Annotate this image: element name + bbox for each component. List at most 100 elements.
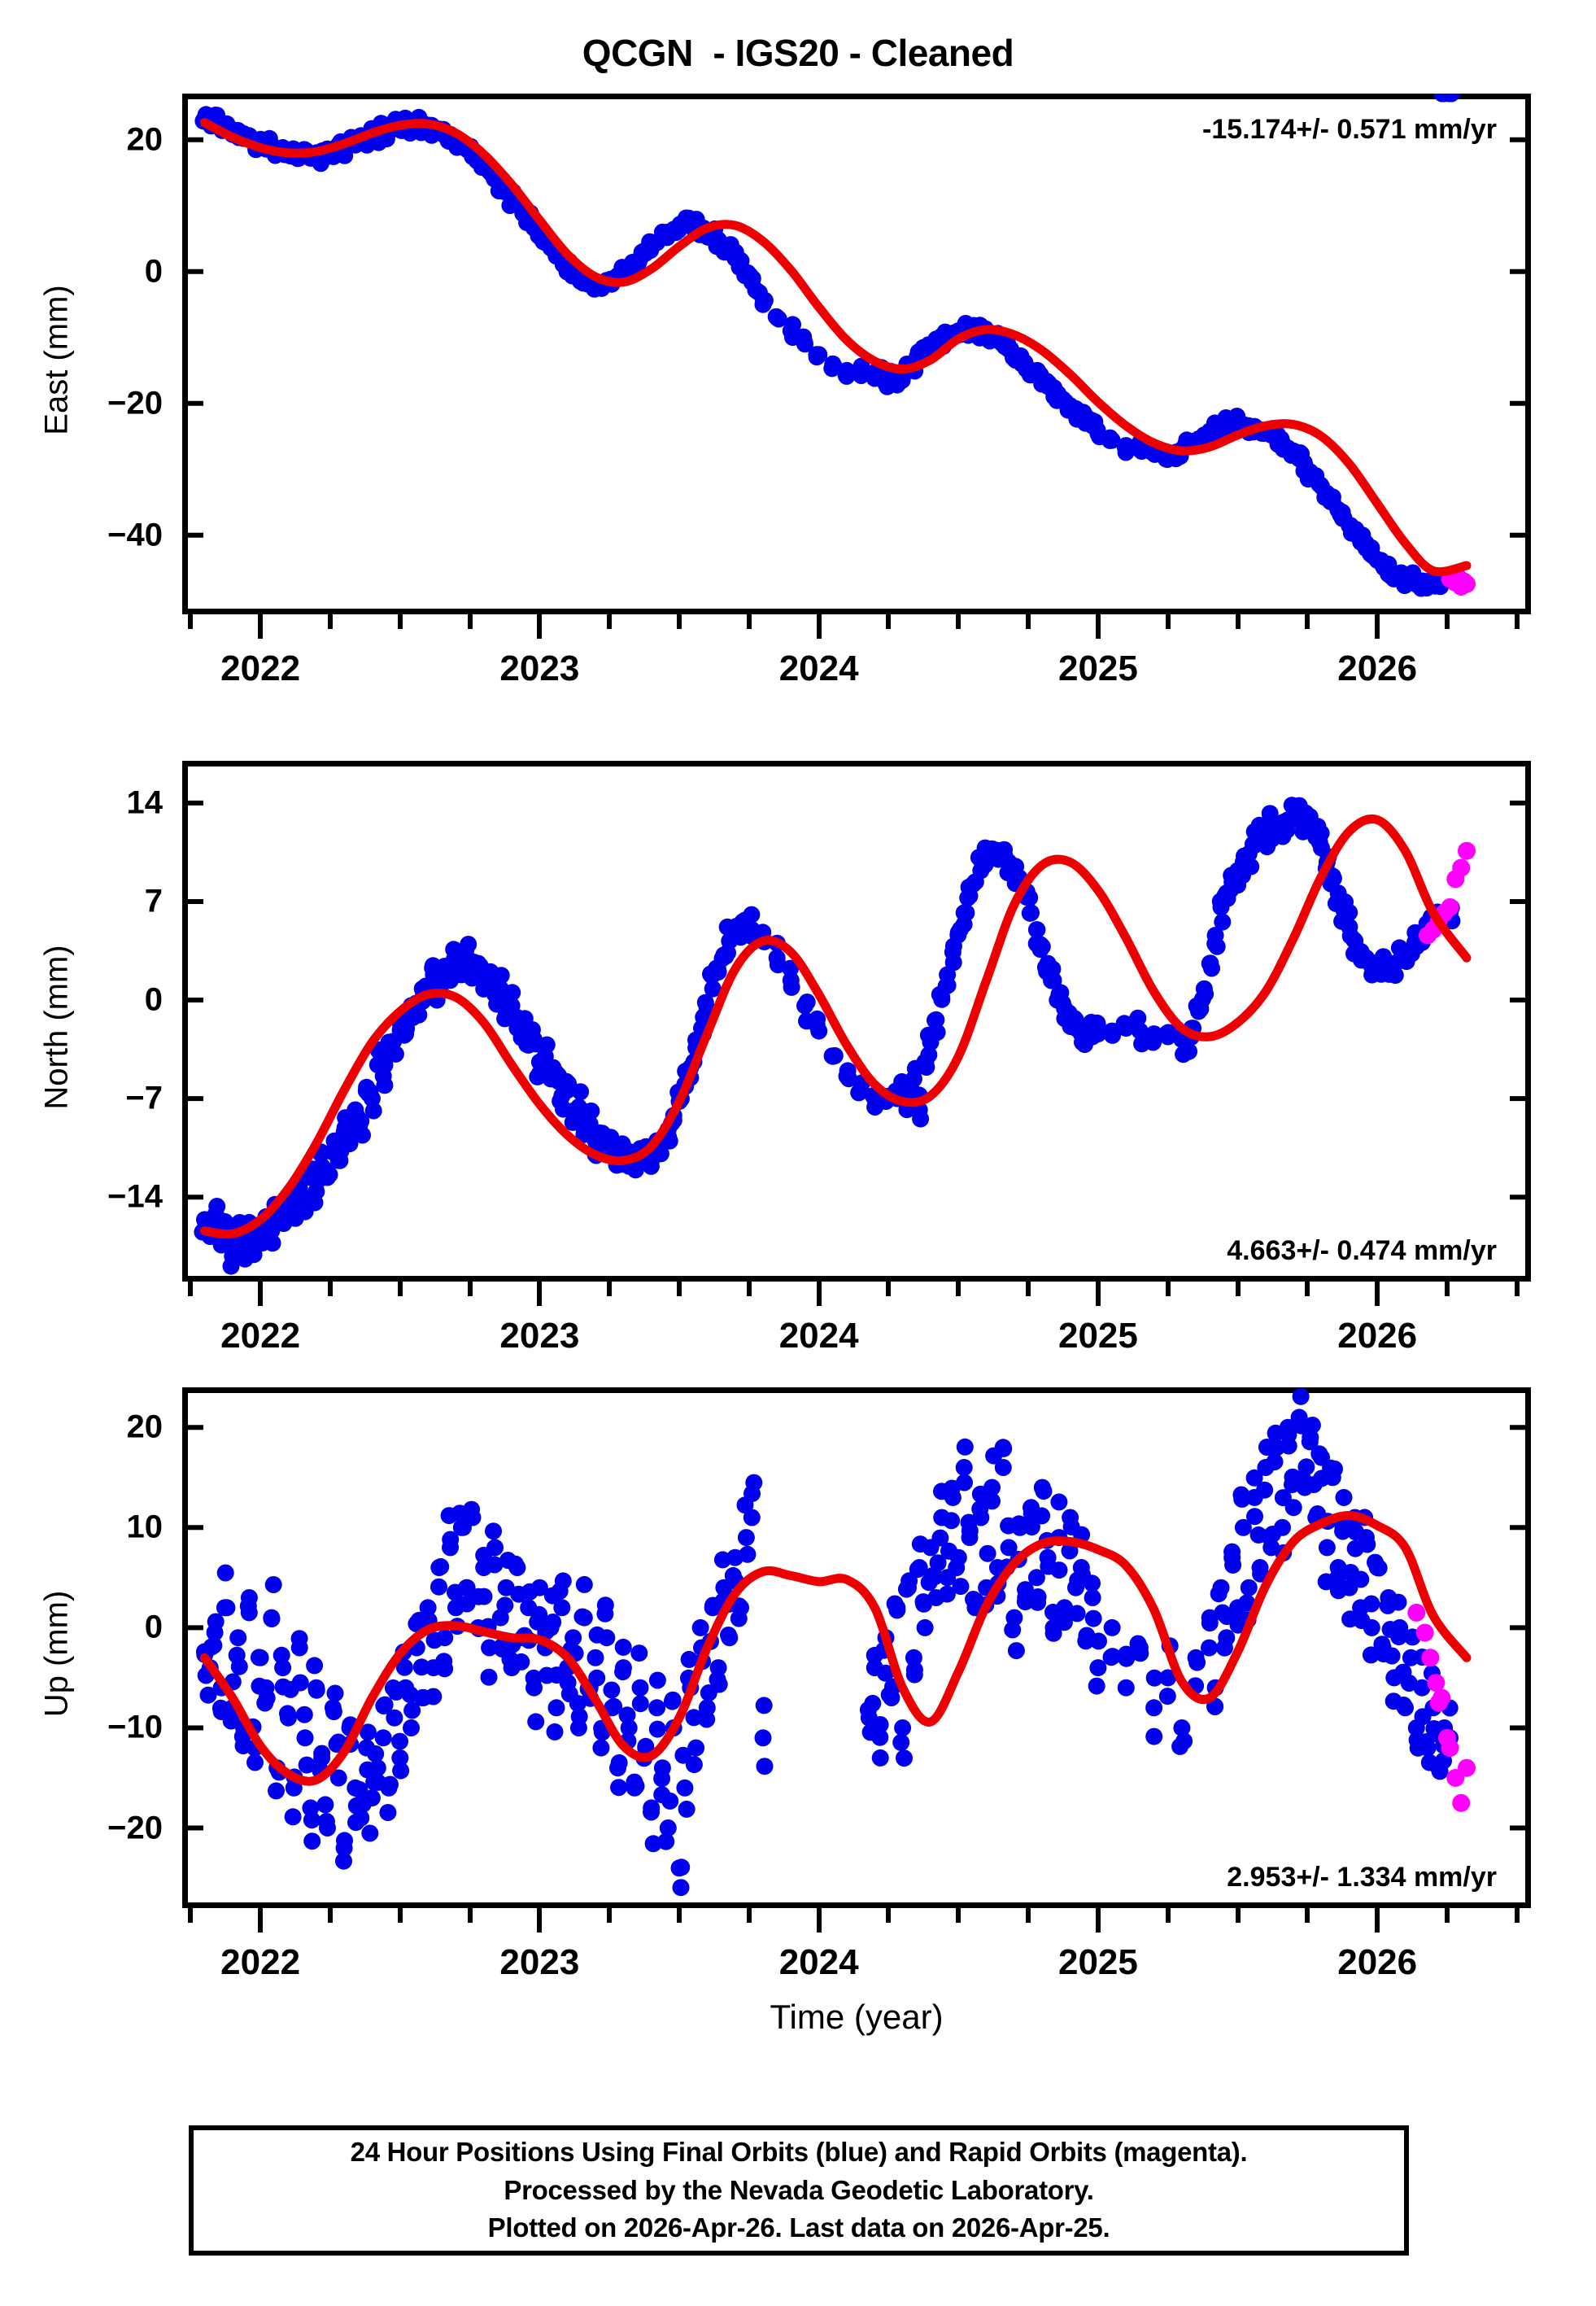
rate-annotation-up: 2.953+/- 1.334 mm/yr: [1227, 1862, 1497, 1893]
panel-up: [182, 1387, 1531, 1908]
ytick-label: −40: [107, 517, 163, 553]
xtick-label: 2023: [499, 1316, 580, 1356]
footer-note-box: 24 Hour Positions Using Final Orbits (bl…: [189, 2125, 1409, 2256]
xtick-minor: [956, 614, 962, 629]
xtick-minor: [746, 1282, 752, 1296]
xtick-minor: [327, 1282, 333, 1296]
xtick-label: 2026: [1337, 1942, 1418, 1982]
xtick-label: 2025: [1057, 649, 1138, 688]
xtick-minor: [886, 1908, 892, 1923]
ytick-label: 20: [126, 1408, 164, 1445]
xtick-major: [1095, 614, 1101, 639]
xtick-major: [537, 1282, 543, 1306]
xtick-minor: [746, 1908, 752, 1923]
ytick-label: −20: [107, 1810, 163, 1846]
model-fit-curve: [200, 814, 1472, 1239]
xtick-major: [258, 1282, 264, 1306]
xtick-minor: [1165, 1282, 1171, 1296]
xtick-minor: [677, 614, 682, 629]
page-title: QCGN - IGS20 - Cleaned: [582, 32, 1014, 74]
footer-line-2: Processed by the Nevada Geodetic Laborat…: [504, 2174, 1094, 2205]
xtick-minor: [1305, 1282, 1310, 1296]
scatter-series-final: [194, 797, 1461, 1275]
xtick-label: 2023: [499, 649, 580, 688]
xtick-label: 2025: [1057, 1942, 1138, 1982]
xtick-major: [258, 1908, 264, 1933]
xtick-minor: [188, 1908, 194, 1923]
xtick-major: [537, 614, 543, 639]
footer-line-3: Plotted on 2026-Apr-26. Last data on 202…: [487, 2212, 1110, 2243]
xtick-minor: [1235, 614, 1241, 629]
ytick-label: 0: [144, 253, 163, 290]
xtick-major: [816, 1908, 822, 1933]
xtick-minor: [188, 1282, 194, 1296]
xtick-label: 2024: [778, 1316, 859, 1356]
xtick-major: [1375, 1908, 1380, 1933]
xtick-major: [537, 1908, 543, 1933]
ytick-label: −10: [107, 1709, 163, 1745]
xtick-minor: [886, 1282, 892, 1296]
xtick-label: 2024: [778, 649, 859, 688]
xtick-minor: [1305, 1908, 1310, 1923]
xtick-minor: [1514, 1282, 1520, 1296]
xtick-label: 2023: [499, 1942, 580, 1982]
xtick-minor: [467, 614, 473, 629]
xtick-minor: [886, 614, 892, 629]
xtick-minor: [677, 1282, 682, 1296]
xtick-minor: [1514, 614, 1520, 629]
xtick-minor: [956, 1908, 962, 1923]
xtick-minor: [1514, 1908, 1520, 1923]
xtick-minor: [1026, 614, 1031, 629]
xtick-label: 2022: [220, 1316, 301, 1356]
xtick-minor: [467, 1908, 473, 1923]
panel-north: [182, 761, 1531, 1282]
plot-area-east: [182, 94, 1531, 597]
xtick-minor: [1305, 614, 1310, 629]
xtick-major: [1375, 1282, 1380, 1306]
rate-annotation-north: 4.663+/- 0.474 mm/yr: [1227, 1235, 1497, 1266]
xtick-minor: [1445, 614, 1450, 629]
ytick-label: 20: [126, 121, 164, 158]
xtick-label: 2022: [220, 1942, 301, 1982]
scatter-series-final: [196, 1387, 1459, 1897]
ytick-label: −14: [107, 1178, 163, 1215]
model-fit-curve: [200, 118, 1472, 577]
plot-area-up: [182, 1387, 1531, 1897]
xtick-minor: [607, 1908, 613, 1923]
ytick-label: −20: [107, 385, 163, 421]
scatter-series-rapid: [1419, 841, 1476, 945]
xtick-major: [1375, 614, 1380, 639]
model-fit-curve: [200, 1511, 1472, 1786]
xtick-minor: [677, 1908, 682, 1923]
xtick-minor: [1165, 614, 1171, 629]
xtick-minor: [467, 1282, 473, 1296]
xtick-minor: [1235, 1908, 1241, 1923]
xtick-label: 2024: [778, 1942, 859, 1982]
xtick-minor: [607, 614, 613, 629]
xtick-minor: [397, 1908, 403, 1923]
scatter-series-final: [194, 94, 1460, 597]
footer-line-1: 24 Hour Positions Using Final Orbits (bl…: [350, 2136, 1248, 2167]
ytick-label: 10: [126, 1509, 164, 1545]
xtick-minor: [1165, 1908, 1171, 1923]
panel-east: [182, 94, 1531, 614]
rate-annotation-east: -15.174+/- 0.571 mm/yr: [1202, 114, 1497, 145]
xtick-minor: [397, 614, 403, 629]
xtick-major: [258, 614, 264, 639]
xtick-minor: [1026, 1908, 1031, 1923]
plot-area-north: [182, 797, 1531, 1275]
ytick-label: 0: [144, 1609, 163, 1645]
xtick-minor: [327, 614, 333, 629]
xtick-minor: [607, 1282, 613, 1296]
xtick-minor: [1445, 1908, 1450, 1923]
ytick-label: 7: [144, 883, 163, 919]
xtick-minor: [1026, 1282, 1031, 1296]
xtick-minor: [1235, 1282, 1241, 1296]
xtick-minor: [956, 1282, 962, 1296]
xtick-label: 2026: [1337, 1316, 1418, 1356]
xtick-major: [816, 614, 822, 639]
xtick-major: [1095, 1282, 1101, 1306]
xtick-minor: [188, 614, 194, 629]
scatter-series-rapid: [1441, 568, 1476, 596]
